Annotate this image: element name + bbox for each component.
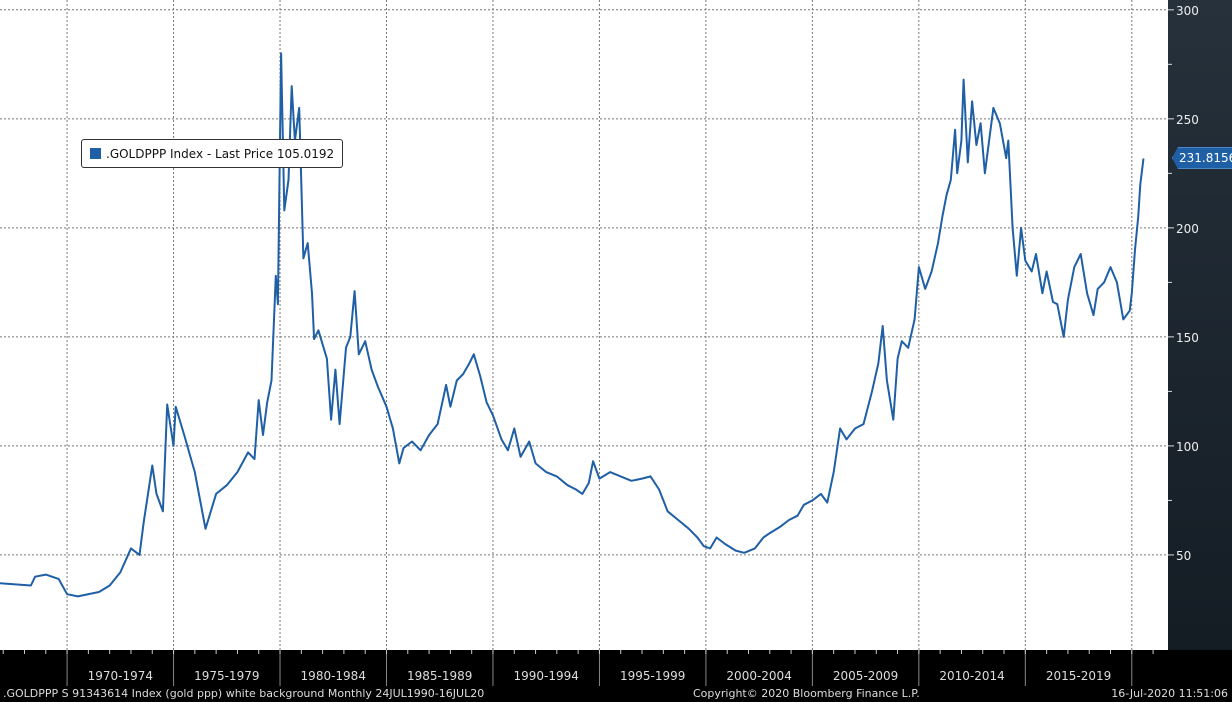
last-price-tag: 231.8156 [1172,147,1232,169]
x-tick-label: 1995-1999 [620,669,685,683]
x-tick-label: 2015-2019 [1046,669,1111,683]
x-tick-label: 1970-1974 [88,669,153,683]
footer: .GOLDPPP S 91343614 Index (gold ppp) whi… [0,686,1232,702]
y-tick-label: 50 [1176,549,1191,563]
x-tick-label: 1980-1984 [301,669,366,683]
x-axis-panel [0,650,1232,686]
y-tick-label: 300 [1176,4,1199,18]
y-tick-label: 100 [1176,440,1199,454]
legend-value: 105.0192 [276,146,335,161]
footer-description: .GOLDPPP S 91343614 Index (gold ppp) whi… [3,687,485,700]
x-tick-label: 1975-1979 [194,669,259,683]
price-chart: 50 100 150 200 250 300 1970-1974 1975-1979 1980-… [0,0,1199,686]
legend-swatch [90,148,101,159]
x-tick-label: 1985-1989 [407,669,472,683]
x-tick-label: 2010-2014 [939,669,1004,683]
x-tick-label: 2005-2009 [833,669,898,683]
legend: .GOLDPPP Index - Last Price 105.0192 [81,139,344,168]
y-tick-label: 150 [1176,331,1199,345]
legend-series-name: .GOLDPPP Index - Last Price [106,146,274,161]
x-tick-label: 1990-1994 [513,669,578,683]
x-tick-label: 2000-2004 [726,669,791,683]
footer-copyright: Copyright© 2020 Bloomberg Finance L.P. [693,687,920,700]
y-tick-label: 200 [1176,222,1199,236]
y-axis-panel [1168,0,1232,650]
price-line [0,52,1145,598]
y-tick-label: 250 [1176,113,1199,127]
footer-timestamp: 16-Jul-2020 11:51:06 [1111,687,1228,700]
